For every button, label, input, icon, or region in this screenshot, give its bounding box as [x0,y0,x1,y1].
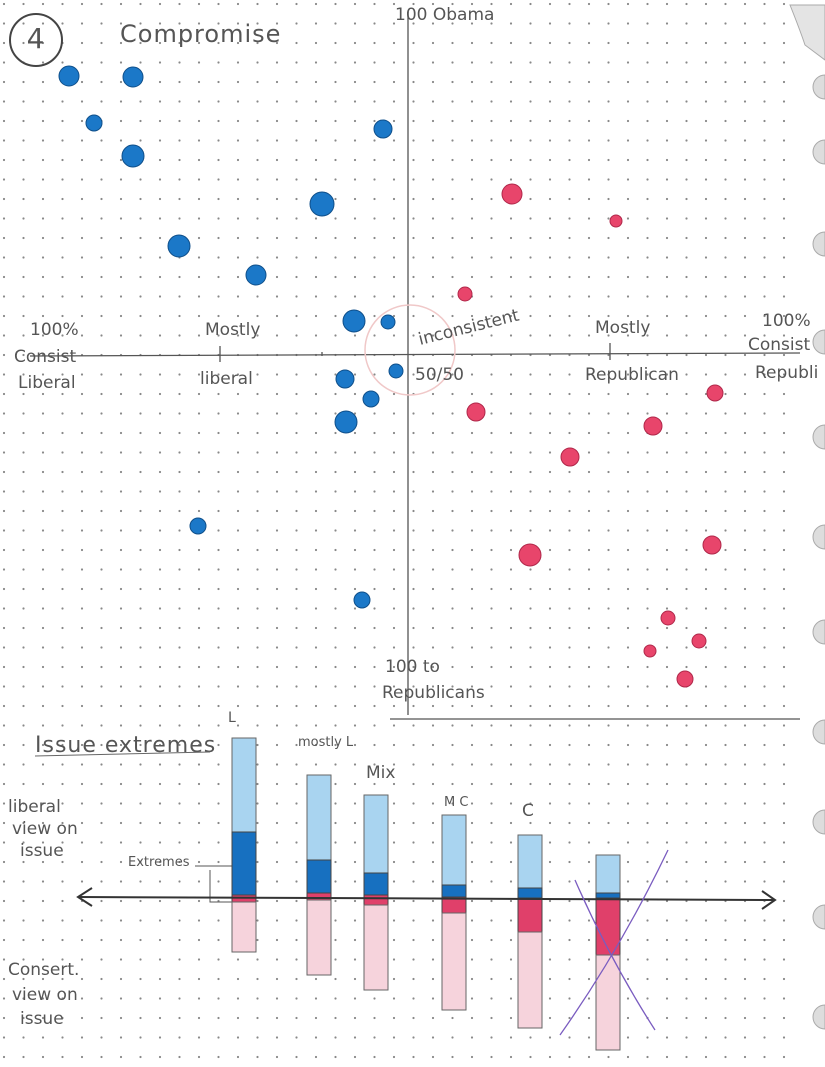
liberal-range [231,737,257,833]
binder-tabs [789,4,825,1030]
cross-out [559,849,669,1036]
blue-dot [122,66,144,88]
conservative-range [595,954,621,1051]
axes [29,12,801,720]
red-dot [457,286,473,302]
bottom-label: Republicans [382,683,485,703]
mostly-republican: Republican [585,365,679,385]
liberal-range [306,774,332,861]
title-underline [34,751,211,757]
liberal-range [441,814,467,886]
bar-label: Mix [366,763,395,783]
mostly-liberal: Mostly [205,320,260,340]
blue-dot [121,144,145,168]
liberal-extreme [363,872,389,896]
erased-sketch [364,304,456,396]
bar-label: mostly L [298,735,354,750]
bar-label: L [228,710,236,726]
blue-dot [362,390,380,408]
right-label: Republi [755,363,818,383]
mostly-liberal: liberal [200,369,253,389]
liberal-extreme [441,884,467,898]
dot-grid [0,0,790,1067]
conservative-range [517,931,543,1029]
center-label: 50/50 [415,365,464,385]
red-dot [676,670,694,688]
blue-dot [335,369,355,389]
blue-dot [85,114,103,132]
side-label: liberal [8,797,61,817]
blue-dot [353,591,371,609]
side-label: issue [20,841,64,861]
liberal-extreme [231,831,257,896]
left-label: 100% [30,320,79,340]
red-dot [466,402,486,422]
extremes-label: Extremes [128,855,190,870]
extremes-bracket [195,865,232,903]
blue-dot [167,234,191,258]
red-dot [643,644,657,658]
red-dot [643,416,663,436]
conservative-range [306,899,332,976]
red-dot [660,610,676,626]
blue-dot [58,65,80,87]
liberal-range [595,854,621,894]
left-label: Liberal [18,373,76,393]
red-dot [560,447,580,467]
side-label: issue [20,1009,64,1029]
title: Compromise [120,20,281,48]
blue-dot [373,119,393,139]
page-number-circle [9,13,63,67]
blue-dot [309,191,335,217]
red-dot [706,384,724,402]
bar-label: C [522,801,534,821]
conservative-range [363,904,389,991]
conservative-extreme [363,894,389,906]
blue-dot [334,410,358,434]
conservative-extreme [517,897,543,933]
red-dot [702,535,722,555]
conservative-range [441,912,467,1011]
mostly-republican: Mostly [595,318,650,338]
side-label: view on [12,985,78,1005]
red-dot [518,543,542,567]
blue-dot [342,309,366,333]
blue-dot [380,314,396,330]
page-number: 4 [27,22,46,55]
red-dot [609,214,623,228]
blue-dot [388,363,404,379]
conservative-extreme [595,897,621,956]
liberal-extreme [517,887,543,899]
blue-dot [189,517,207,535]
red-dot [501,183,523,205]
scatter-dots [58,65,724,688]
blue-dot [245,264,267,286]
issue-axis [76,887,777,910]
side-label: Consert. [8,960,79,980]
bottom-label: 100 to [385,657,440,677]
top-label: 100 Obama [395,5,494,25]
right-label: 100% [762,311,811,331]
red-dot [691,633,707,649]
left-label: Consist [14,347,76,367]
liberal-range [517,834,543,889]
conservative-range [231,901,257,953]
liberal-extreme [595,892,621,899]
side-label: view on [12,819,78,839]
bar-label: M C [444,795,468,810]
right-label: Consist [748,335,810,355]
liberal-range [363,794,389,874]
liberal-extreme [306,859,332,894]
issue-bars [231,737,621,1051]
